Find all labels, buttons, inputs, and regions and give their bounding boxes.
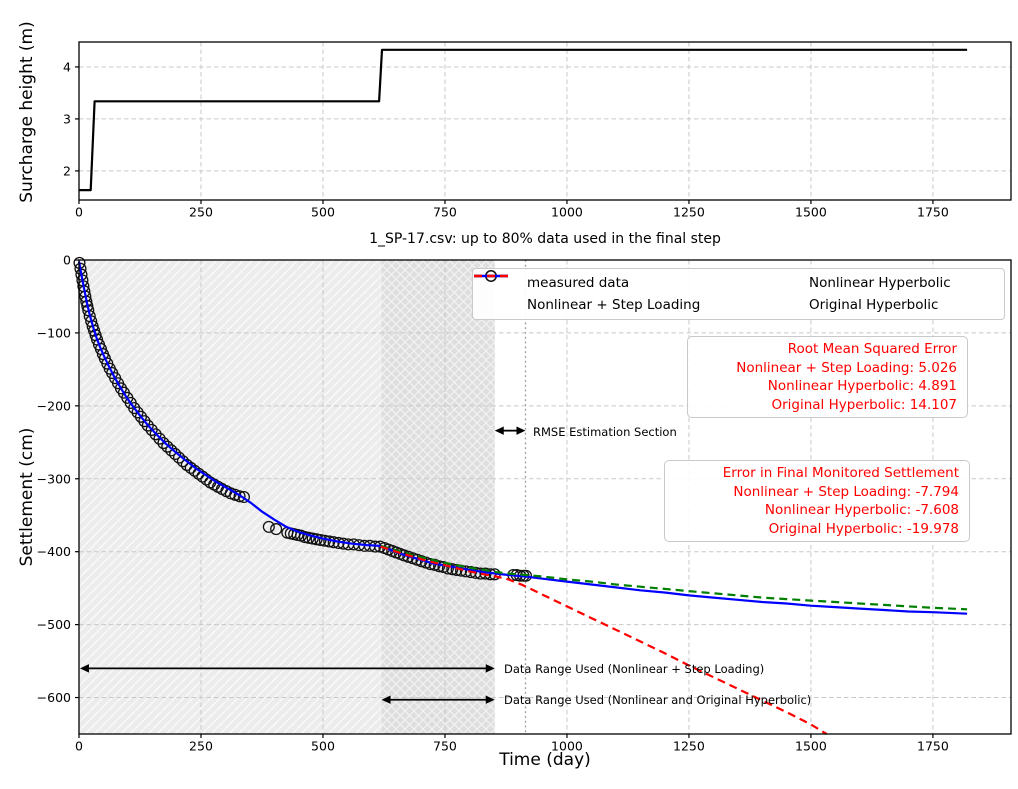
rmse-estimation-section-label: RMSE Estimation Section	[533, 425, 677, 439]
y-tick-label: −100	[37, 325, 71, 340]
error-box-line: Nonlinear + Step Loading: -7.794	[733, 483, 959, 500]
data-range-hyperbolic-arrow	[381, 695, 495, 704]
rmse-annotation-box: Root Mean Squared Error Nonlinear + Step…	[687, 336, 968, 418]
y-tick-label: −600	[37, 690, 71, 705]
x-tick-label: 250	[189, 205, 213, 220]
rmse-section-arrow	[494, 426, 526, 435]
settlement-axes: 0 250 500 750 1000 1250 1500 1750 0 −100 −200 −300 −…	[37, 253, 1012, 754]
settlement-y-axis-label: Settlement (cm)	[17, 427, 37, 567]
x-tick-label: 250	[189, 739, 213, 754]
y-tick-label: 4	[63, 59, 71, 74]
nonlinear-hyperbolic-line	[380, 544, 968, 611]
y-tick-label: 3	[63, 111, 71, 126]
surcharge-axes: 0 250 500 750 1000 1250 1500 1750 2 3 4	[63, 41, 1012, 220]
error-box-line: Nonlinear Hyperbolic: -7.608	[764, 502, 959, 518]
legend-item-nonlinear-step-loading: Nonlinear + Step Loading	[474, 274, 763, 316]
tick-labels: 0 250 500 750 1000 1250 1500 1750 2 3 4	[63, 59, 949, 219]
y-tick-label: −300	[37, 471, 71, 486]
x-tick-label: 0	[75, 739, 83, 754]
green-dashed-line-icon	[474, 274, 799, 290]
nonlinear-step-loading-line	[77, 261, 968, 615]
legend-item-measured-data: measured data	[481, 270, 763, 294]
time-x-axis-label: Time (day)	[499, 750, 591, 770]
rmse-box-line: Nonlinear + Step Loading: 5.026	[736, 359, 957, 376]
surcharge-height-line	[79, 48, 968, 192]
legend-item-original-hyperbolic: Original Hyperbolic	[474, 274, 998, 316]
x-tick-label: 1500	[795, 739, 827, 754]
x-tick-label: 0	[75, 205, 83, 220]
y-tick-label: −200	[37, 398, 71, 413]
final-settlement-error-annotation-box: Error in Final Monitored Settlement Nonl…	[664, 460, 970, 542]
legend-label: Original Hyperbolic	[809, 297, 939, 313]
original-hyperbolic-line	[380, 545, 828, 735]
red-dashed-line-icon	[474, 274, 799, 312]
legend: measured data Nonlinear Hyperbolic Nonli…	[472, 268, 1005, 320]
legend-label: Nonlinear + Step Loading	[527, 297, 701, 313]
data-range-hyperbolic-region	[381, 260, 495, 734]
x-tick-label: 500	[311, 205, 335, 220]
x-tick-label: 1000	[551, 205, 583, 220]
blue-solid-line-icon	[474, 274, 517, 312]
error-box-title: Error in Final Monitored Settlement	[722, 465, 959, 481]
y-tick-label: −400	[37, 544, 71, 559]
x-tick-label: 1250	[673, 205, 705, 220]
x-tick-label: 1500	[795, 205, 827, 220]
y-tick-label: 2	[63, 163, 71, 178]
x-tick-label: 1250	[673, 739, 705, 754]
data-range-hyperbolic-label: Data Range Used (Nonlinear and Original …	[504, 693, 812, 707]
grid-lines	[78, 42, 1011, 200]
tick-marks	[75, 259, 934, 738]
surcharge-y-axis-label: Surcharge height (m)	[17, 21, 37, 203]
x-tick-label: 1750	[917, 205, 949, 220]
axes-frame	[78, 259, 1012, 735]
x-tick-label: 1750	[917, 739, 949, 754]
data-range-step-loading-arrow	[79, 664, 495, 673]
rmse-box-line: Nonlinear Hyperbolic: 4.891	[767, 378, 957, 394]
chart-title: 1_SP-17.csv: up to 80% data used in the …	[369, 231, 721, 247]
rmse-box-line: Original Hyperbolic: 14.107	[771, 396, 957, 413]
legend-label: measured data	[527, 275, 630, 291]
tick-marks	[75, 66, 934, 204]
x-tick-label: 750	[433, 739, 457, 754]
rmse-box-title: Root Mean Squared Error	[787, 341, 957, 357]
axes-frame	[78, 41, 1012, 201]
x-tick-label: 1000	[551, 739, 583, 754]
legend-label: Nonlinear Hyperbolic	[809, 275, 951, 291]
y-tick-label: −500	[37, 617, 71, 632]
error-box-line: Original Hyperbolic: -19.978	[768, 520, 959, 537]
x-tick-label: 500	[311, 739, 335, 754]
x-tick-label: 750	[433, 205, 457, 220]
y-tick-label: 0	[63, 253, 71, 268]
tick-labels: 0 250 500 750 1000 1250 1500 1750 0 −100 −200 −300 −…	[37, 253, 949, 754]
legend-item-nonlinear-hyperbolic: Nonlinear Hyperbolic	[474, 272, 998, 294]
data-range-step-loading-label: Data Range Used (Nonlinear + Step Loadin…	[504, 662, 765, 676]
